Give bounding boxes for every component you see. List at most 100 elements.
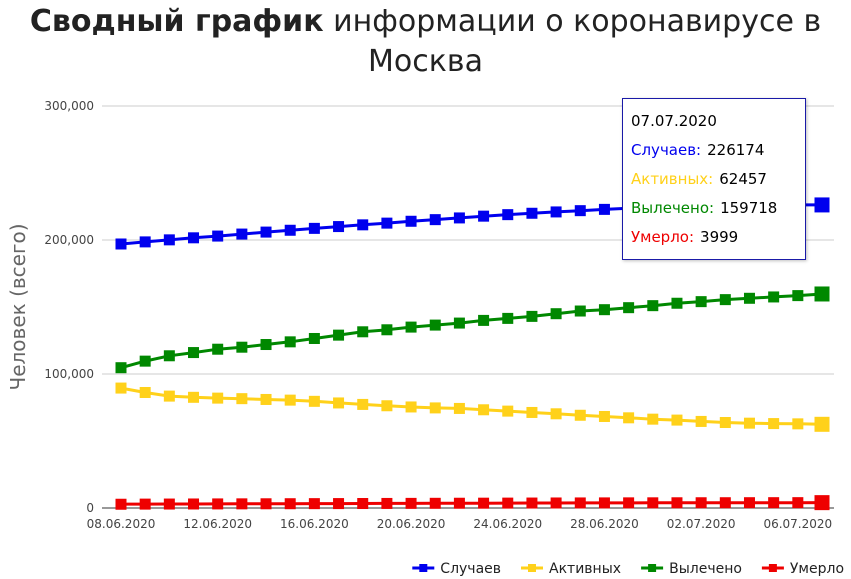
- legend-item[interactable]: Активных: [521, 561, 621, 577]
- data-point: [188, 498, 200, 510]
- data-point: [647, 413, 659, 425]
- data-point: [308, 395, 320, 407]
- data-point: [453, 317, 465, 329]
- data-point: [695, 296, 707, 308]
- data-point: [139, 355, 151, 367]
- data-point: [333, 397, 345, 409]
- data-point: [429, 497, 441, 509]
- data-point: [743, 417, 755, 429]
- data-point: [333, 221, 345, 233]
- data-point: [719, 417, 731, 429]
- data-point: [236, 228, 248, 240]
- legend-label: Активных: [549, 561, 621, 577]
- data-point: [792, 418, 804, 430]
- data-point: [236, 393, 248, 405]
- tooltip-label: Активных:: [631, 170, 714, 188]
- tooltip-row-deaths: Умерло: 3999: [631, 227, 805, 256]
- data-point: [719, 497, 731, 509]
- data-point: [308, 498, 320, 510]
- data-point: [453, 212, 465, 224]
- data-point: [647, 497, 659, 509]
- tooltip-row-recovered: Вылечено: 159718: [631, 198, 805, 227]
- data-point: [502, 312, 514, 324]
- data-point: [284, 394, 296, 406]
- data-point: [671, 297, 683, 309]
- series-Вылечено: [115, 286, 830, 374]
- series-Умерло: [115, 495, 830, 511]
- data-point: [381, 497, 393, 509]
- data-point: [623, 412, 635, 424]
- data-point: [405, 215, 417, 227]
- data-point: [188, 391, 200, 403]
- tooltip-value: 62457: [719, 170, 767, 188]
- data-point: [260, 498, 272, 510]
- data-point: [453, 497, 465, 509]
- legend-item[interactable]: Случаев: [412, 561, 501, 577]
- chart-title: Сводный график информации о коронавирусе…: [0, 2, 851, 82]
- data-point: [550, 408, 562, 420]
- tooltip-value: 226174: [707, 141, 765, 159]
- data-point: [671, 497, 683, 509]
- data-point: [115, 498, 127, 510]
- data-point: [623, 497, 635, 509]
- data-point: [526, 497, 538, 509]
- data-point: [671, 414, 683, 426]
- legend-label: Случаев: [440, 561, 501, 577]
- data-point: [574, 305, 586, 317]
- y-axis-label: Человек (всего): [6, 223, 30, 390]
- chart-title-bold: Сводный график: [29, 4, 324, 39]
- data-point: [284, 498, 296, 510]
- data-point: [574, 205, 586, 217]
- data-point: [623, 302, 635, 314]
- series-line: [120, 386, 823, 426]
- legend-item[interactable]: Вылечено: [641, 561, 742, 577]
- legend-swatch-marker: [648, 564, 657, 572]
- data-point: [814, 286, 830, 302]
- data-point: [743, 292, 755, 304]
- data-point: [526, 207, 538, 219]
- data-point: [405, 321, 417, 333]
- data-point: [260, 393, 272, 405]
- data-point: [550, 308, 562, 320]
- data-point: [453, 402, 465, 414]
- data-point: [526, 310, 538, 322]
- data-point: [814, 416, 830, 432]
- y-tick-label: 100,000: [44, 367, 94, 381]
- data-point: [743, 497, 755, 509]
- data-point: [139, 236, 151, 248]
- data-point: [647, 300, 659, 312]
- x-tick-label: 06.07.2020: [763, 517, 832, 531]
- data-point: [550, 206, 562, 218]
- data-point: [768, 291, 780, 303]
- data-point: [478, 497, 490, 509]
- chart-title-rest: информации о коронавирусе в Москва: [323, 4, 822, 79]
- data-point: [405, 401, 417, 413]
- tooltip-value: 3999: [700, 228, 739, 246]
- x-tick-label: 02.07.2020: [667, 517, 736, 531]
- data-point: [139, 386, 151, 398]
- legend[interactable]: Случаев Активных Вылечено Умерло: [412, 561, 844, 577]
- data-point: [115, 382, 127, 394]
- data-point: [478, 404, 490, 416]
- legend-label: Вылечено: [669, 561, 742, 577]
- data-point: [212, 343, 224, 355]
- x-tick-label: 28.06.2020: [570, 517, 639, 531]
- data-point: [115, 238, 127, 250]
- series-line: [120, 292, 823, 370]
- tooltip-label: Случаев:: [631, 141, 702, 159]
- axes: 0 100,000 200,000 300,000 08.06.2020 12.06.20…: [6, 99, 832, 531]
- legend-item[interactable]: Умерло: [761, 561, 844, 577]
- y-tick-label: 300,000: [44, 99, 94, 113]
- data-point: [598, 304, 610, 316]
- data-point: [212, 498, 224, 510]
- data-point: [598, 497, 610, 509]
- data-point: [550, 497, 562, 509]
- tooltip-row-cases: Случаев: 226174: [631, 140, 805, 169]
- legend-label: Умерло: [790, 561, 844, 577]
- data-point: [502, 209, 514, 221]
- data-point: [163, 234, 175, 246]
- x-tick-label: 20.06.2020: [377, 517, 446, 531]
- data-point: [574, 409, 586, 421]
- tooltip-row-active: Активных: 62457: [631, 169, 805, 198]
